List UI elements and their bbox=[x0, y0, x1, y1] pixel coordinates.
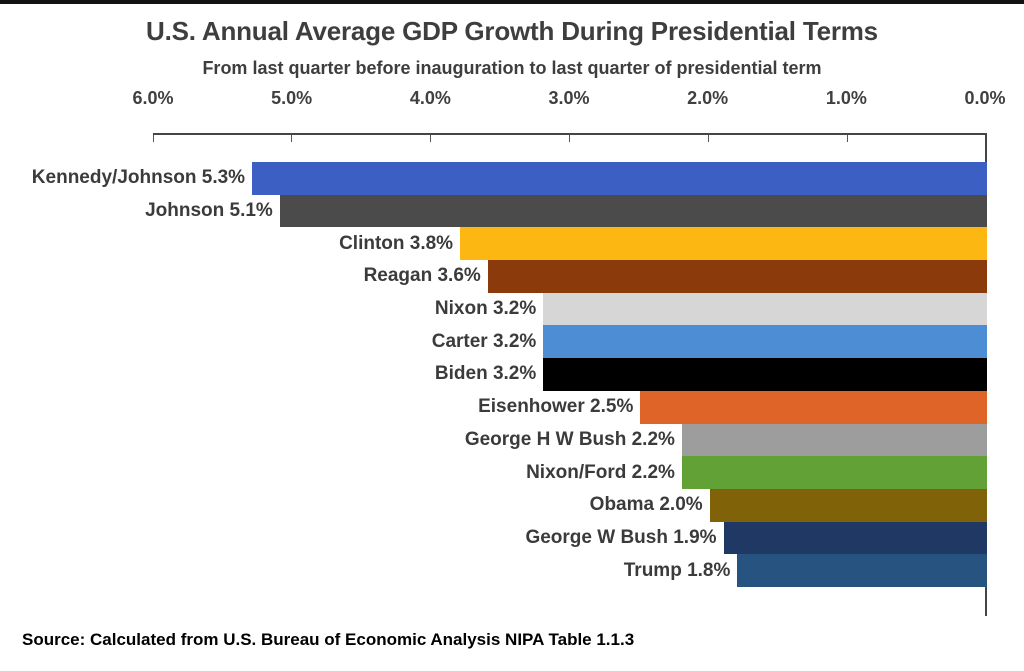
x-tick-mark bbox=[430, 135, 432, 142]
bar-row: Johnson 5.1% bbox=[0, 194, 987, 228]
x-tick-label: 1.0% bbox=[825, 88, 867, 108]
bar bbox=[487, 260, 987, 293]
bar-row: Reagan 3.6% bbox=[0, 260, 987, 293]
bar-label: George H W Bush 2.2% bbox=[464, 428, 675, 450]
bar-row: Carter 3.2% bbox=[0, 325, 987, 359]
bar-label: Clinton 3.8% bbox=[339, 232, 454, 254]
bar-label: Trump 1.8% bbox=[623, 559, 731, 581]
x-tick-mark bbox=[846, 135, 848, 142]
bar-row: Kennedy/Johnson 5.3% bbox=[0, 162, 987, 195]
x-tick-mark bbox=[152, 135, 154, 142]
bar-label: Nixon/Ford 2.2% bbox=[526, 461, 675, 483]
bar-label: Kennedy/Johnson 5.3% bbox=[31, 167, 246, 189]
bar-label: George W Bush 1.9% bbox=[525, 526, 717, 548]
x-axis-line bbox=[152, 133, 987, 142]
x-tick-mark bbox=[707, 135, 709, 142]
source-note: Source: Calculated from U.S. Bureau of E… bbox=[22, 630, 635, 649]
bar-label: Reagan 3.6% bbox=[363, 265, 481, 287]
bar-row: Biden 3.2% bbox=[0, 358, 987, 391]
bar bbox=[460, 227, 987, 261]
bar bbox=[681, 456, 987, 489]
bar-label: Obama 2.0% bbox=[589, 494, 703, 516]
bar-label: Nixon 3.2% bbox=[434, 298, 537, 320]
x-tick-label: 2.0% bbox=[687, 88, 729, 108]
x-axis-tick-labels: 6.0% 5.0% 4.0% 3.0% 2.0% 1.0% 0.0% bbox=[132, 88, 1005, 110]
bar bbox=[543, 325, 987, 359]
x-tick-label: 3.0% bbox=[548, 88, 590, 108]
bar bbox=[543, 358, 987, 391]
bar-row: Obama 2.0% bbox=[0, 488, 987, 522]
bar bbox=[279, 194, 987, 228]
x-tick-mark bbox=[569, 135, 570, 142]
bar bbox=[737, 554, 987, 587]
bar bbox=[640, 390, 987, 424]
bar bbox=[543, 292, 987, 326]
x-tick-label: 6.0% bbox=[132, 88, 174, 108]
bar-row: Clinton 3.8% bbox=[0, 227, 987, 261]
bar-row: Eisenhower 2.5% bbox=[0, 390, 987, 424]
x-tick-label: 0.0% bbox=[964, 88, 1006, 108]
bar-label: Biden 3.2% bbox=[434, 363, 537, 385]
x-tick-mark bbox=[291, 135, 293, 142]
bar bbox=[252, 162, 987, 195]
x-tick-label: 4.0% bbox=[409, 88, 451, 108]
bar-row: Nixon/Ford 2.2% bbox=[0, 456, 987, 489]
bar bbox=[709, 488, 987, 522]
bar-row: George W Bush 1.9% bbox=[0, 521, 987, 555]
top-border-rule bbox=[0, 0, 1024, 4]
chart-title: U.S. Annual Average GDP Growth During Pr… bbox=[146, 16, 878, 46]
bar bbox=[681, 423, 987, 457]
bar bbox=[723, 521, 987, 555]
bar-label: Johnson 5.1% bbox=[145, 200, 273, 222]
x-tick-label: 5.0% bbox=[271, 88, 313, 108]
bar-series: Kennedy/Johnson 5.3% Johnson 5.1% Clinton … bbox=[0, 162, 987, 587]
bar-label: Carter 3.2% bbox=[431, 330, 537, 352]
chart-subtitle: From last quarter before inauguration to… bbox=[202, 58, 822, 78]
bar-row: George H W Bush 2.2% bbox=[0, 423, 987, 457]
bar-row: Trump 1.8% bbox=[0, 554, 987, 587]
bar-label: Eisenhower 2.5% bbox=[478, 396, 634, 418]
bar-row: Nixon 3.2% bbox=[0, 292, 987, 326]
